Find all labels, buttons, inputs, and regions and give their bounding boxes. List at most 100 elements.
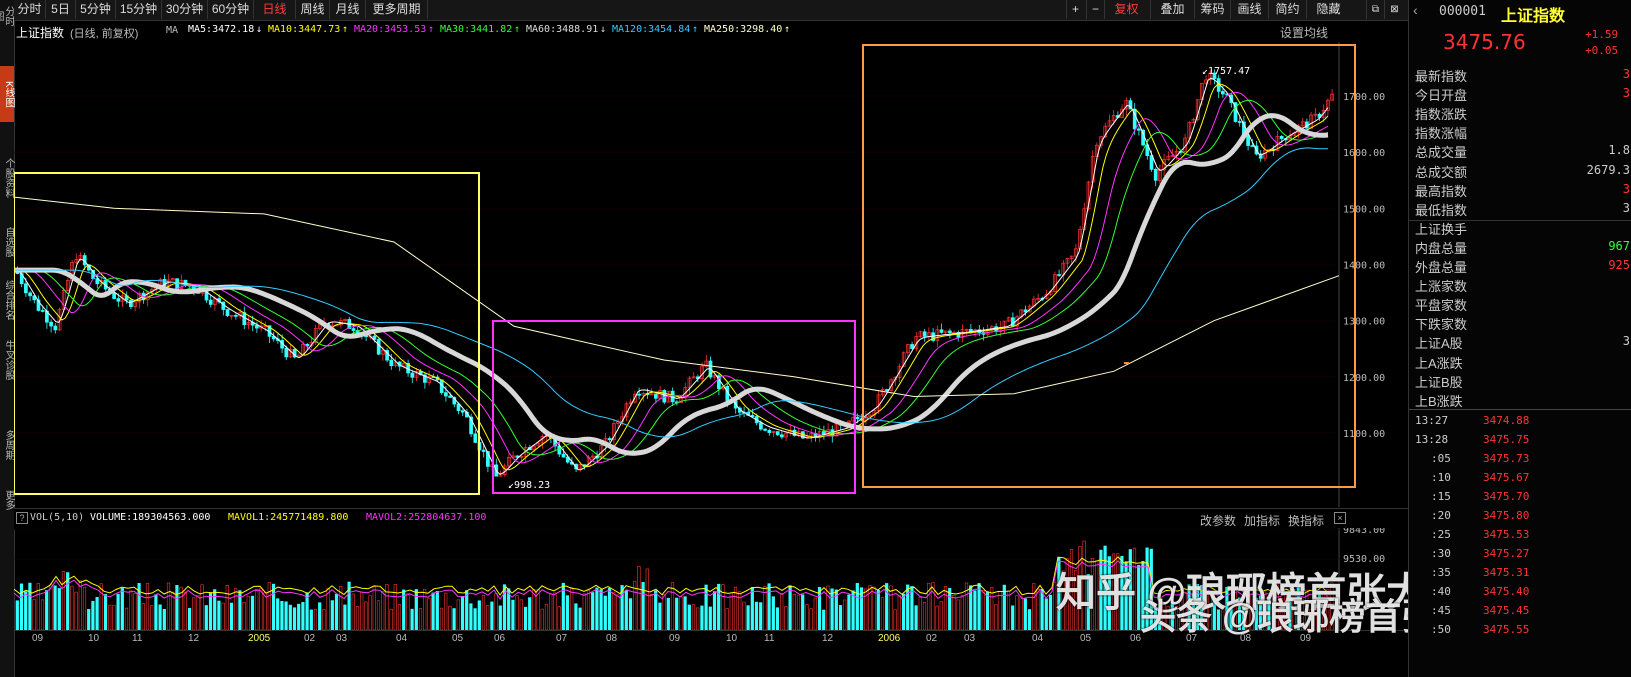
left-tab-3[interactable]: 自选股 bbox=[3, 227, 14, 257]
volume-bar bbox=[654, 590, 658, 630]
toolbar-right-1[interactable]: − bbox=[1086, 0, 1104, 19]
period-tab-6[interactable]: 日线 bbox=[254, 0, 296, 19]
volume-bar bbox=[565, 595, 570, 630]
candle-body bbox=[40, 310, 45, 312]
volume-bar bbox=[423, 588, 427, 630]
candle-body bbox=[1153, 168, 1158, 181]
left-tab-7[interactable]: 更多 bbox=[3, 490, 14, 510]
volume-bar bbox=[452, 608, 456, 630]
left-tab-1[interactable]: K线图 bbox=[0, 66, 14, 122]
toolbar-right-6[interactable]: 简约 bbox=[1268, 0, 1306, 19]
volume-bar bbox=[868, 585, 872, 630]
volume-bar bbox=[364, 601, 368, 630]
volume-bar bbox=[1250, 592, 1254, 630]
volume-bar bbox=[1141, 560, 1145, 630]
left-tab-6[interactable]: 多周期 bbox=[3, 430, 14, 460]
volume-bar bbox=[1065, 558, 1069, 630]
candle-body bbox=[271, 336, 276, 340]
window-close-icon[interactable]: ⊠ bbox=[1384, 0, 1404, 19]
volume-bar bbox=[637, 566, 641, 630]
volume-bar bbox=[578, 607, 582, 630]
volume-bar bbox=[889, 585, 893, 630]
toolbar-right-3[interactable]: 叠加 bbox=[1150, 0, 1194, 19]
toolbar-right-2[interactable]: 复权 bbox=[1104, 0, 1148, 19]
tick-time: :50 bbox=[1431, 623, 1451, 636]
window-restore-icon[interactable]: ⧉ bbox=[1366, 0, 1384, 19]
candle-body bbox=[486, 451, 490, 467]
volume-bar bbox=[347, 581, 351, 630]
edit-params-link[interactable]: 改参数 bbox=[1200, 514, 1237, 528]
tick-price: 3475.55 bbox=[1483, 623, 1530, 636]
volume-bar bbox=[61, 571, 66, 630]
adjust-mode[interactable]: (日线, 前复权) bbox=[70, 28, 139, 40]
volume-bar bbox=[721, 584, 725, 630]
volume-bar bbox=[1078, 546, 1082, 630]
candle-body bbox=[906, 344, 910, 354]
tick-price: 3475.40 bbox=[1483, 585, 1530, 598]
candle-body bbox=[885, 389, 889, 391]
stat-label-6: 最高指数 bbox=[1415, 183, 1468, 199]
volume-chart[interactable]: 9843.00 9530.00 bbox=[14, 528, 1408, 630]
volume-bar bbox=[528, 597, 532, 630]
toolbar-right-0[interactable]: + bbox=[1066, 0, 1084, 19]
period-tab-7[interactable]: 周线 bbox=[296, 0, 330, 19]
ma-settings-link[interactable]: 设置均线 bbox=[1280, 26, 1329, 40]
volume-bar bbox=[200, 584, 204, 630]
volume-bar bbox=[809, 608, 813, 630]
period-tab-1[interactable]: 5日 bbox=[46, 0, 76, 19]
ma10-line bbox=[14, 83, 1329, 471]
toolbar-right-7[interactable]: 隐藏 bbox=[1306, 0, 1350, 19]
volume-bar bbox=[628, 598, 633, 630]
period-tab-8[interactable]: 月线 bbox=[330, 0, 366, 19]
left-tab-5[interactable]: 牛叉诊股 bbox=[3, 340, 14, 380]
period-tab-0[interactable]: 分时 bbox=[14, 0, 46, 19]
period-tab-2[interactable]: 5分钟 bbox=[76, 0, 116, 19]
candle-body bbox=[1011, 317, 1015, 327]
left-tab-4[interactable]: 综合排名 bbox=[3, 280, 14, 320]
volume-bar bbox=[444, 592, 448, 630]
period-tab-4[interactable]: 30分钟 bbox=[162, 0, 208, 19]
highlight-box-magenta bbox=[492, 320, 856, 494]
candle-body bbox=[95, 278, 100, 285]
quote-change: +1.59 bbox=[1585, 28, 1619, 41]
volume-bar bbox=[738, 591, 742, 630]
left-tab-0[interactable]: 分时图 bbox=[0, 6, 14, 26]
volume-bar bbox=[523, 606, 528, 630]
left-tab-2[interactable]: 个股资料 bbox=[3, 158, 14, 198]
candle-body bbox=[381, 350, 385, 355]
volume-bar bbox=[259, 588, 263, 630]
mavol2-line bbox=[14, 560, 1329, 600]
close-icon[interactable]: × bbox=[1334, 512, 1346, 524]
candle-body bbox=[1137, 128, 1141, 131]
help-icon[interactable]: ? bbox=[16, 512, 28, 524]
volume-bar bbox=[204, 605, 208, 630]
period-tab-3[interactable]: 15分钟 bbox=[116, 0, 162, 19]
candle-body bbox=[578, 464, 583, 470]
period-tab-9[interactable]: 更多周期 bbox=[366, 0, 428, 19]
price-tick-2: 1500.00 bbox=[1343, 204, 1385, 215]
volume-bar bbox=[633, 580, 637, 630]
volume-bar bbox=[1019, 596, 1023, 630]
toolbar-right-5[interactable]: 画线 bbox=[1230, 0, 1268, 19]
volume-bar bbox=[82, 586, 87, 630]
volume-bar bbox=[1212, 598, 1216, 630]
period-tab-5[interactable]: 60分钟 bbox=[208, 0, 254, 19]
candle-body bbox=[910, 344, 914, 349]
date-tick-15: 12 bbox=[822, 633, 834, 644]
back-arrow-icon[interactable]: ‹ bbox=[1413, 2, 1418, 18]
candlestick-chart[interactable]: 1700.00 1600.00 1500.00 1400.00 1300.00 1200.… bbox=[14, 42, 1408, 507]
candle-body bbox=[784, 432, 788, 438]
volume-bar bbox=[817, 586, 822, 630]
volume-bar bbox=[922, 602, 927, 630]
volume-bar bbox=[322, 609, 326, 630]
candle-body bbox=[1107, 120, 1112, 127]
ma5-line bbox=[14, 77, 1329, 475]
toolbar-right-4[interactable]: 筹码 bbox=[1194, 0, 1230, 19]
stat-label-16: 上证B股 bbox=[1415, 374, 1463, 390]
volume-bar bbox=[330, 600, 334, 630]
add-indicator-link[interactable]: 加指标 bbox=[1244, 514, 1281, 528]
candle-body bbox=[49, 321, 53, 327]
volume-bar bbox=[1170, 596, 1174, 630]
switch-indicator-link[interactable]: 换指标 bbox=[1288, 514, 1325, 528]
volume-bar bbox=[956, 599, 960, 630]
